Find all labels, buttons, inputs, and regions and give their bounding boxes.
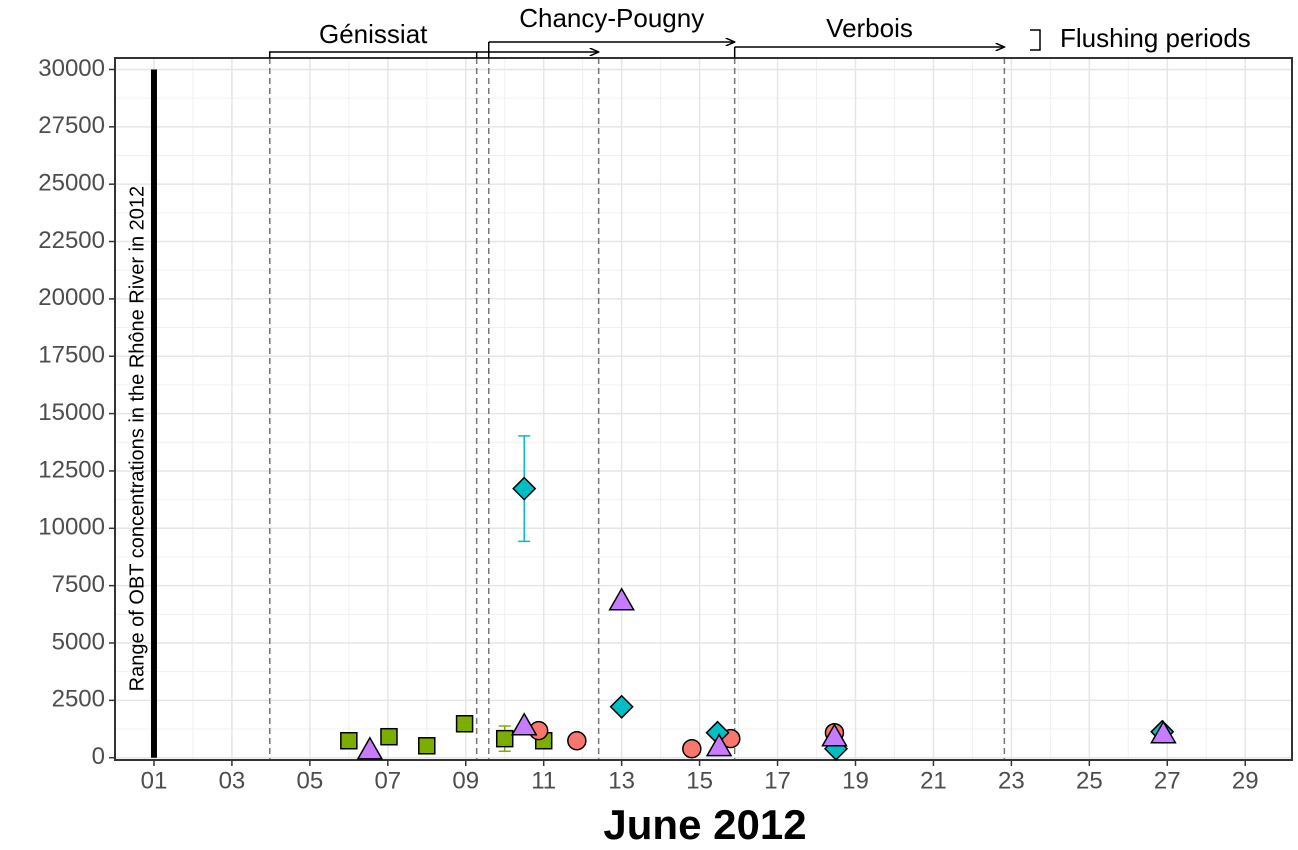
- point: [380, 727, 398, 746]
- point: [495, 729, 514, 748]
- y-tick-label: 0: [92, 743, 105, 770]
- x-tick-label: 01: [141, 767, 168, 794]
- point: [455, 715, 474, 733]
- x-tick-label: 17: [764, 767, 791, 794]
- period-label: Verbois: [826, 13, 913, 43]
- panel-border: [114, 57, 1293, 761]
- y-tick-label: 20000: [38, 284, 105, 311]
- point: [705, 733, 733, 757]
- point: [609, 694, 634, 719]
- range-annotation: Range of OBT concentrations in the Rhône…: [126, 186, 148, 692]
- y-tick-label: 22500: [38, 227, 105, 254]
- x-tick-label: 03: [219, 767, 246, 794]
- x-tick-label: 05: [297, 767, 324, 794]
- x-tick-label: 19: [842, 767, 869, 794]
- point: [340, 731, 358, 750]
- x-tick-label: 29: [1232, 767, 1259, 794]
- y-tick-label: 10000: [38, 514, 105, 541]
- point: [608, 587, 635, 611]
- y-tick-label: 27500: [38, 112, 105, 139]
- y-tick-label: 25000: [38, 170, 105, 197]
- point: [821, 723, 848, 747]
- period-label: Génissiat: [319, 19, 428, 49]
- x-tick-label: 21: [920, 767, 947, 794]
- y-tick-label: 17500: [38, 342, 105, 369]
- point: [512, 476, 537, 501]
- point: [510, 712, 538, 736]
- x-tick-label: 27: [1154, 767, 1181, 794]
- x-tick-label: 07: [374, 767, 401, 794]
- point: [682, 739, 702, 759]
- point: [1150, 720, 1177, 744]
- period-bracket: [268, 51, 478, 58]
- y-tick-label: 30000: [38, 55, 105, 82]
- legend-label: Flushing periods: [1060, 23, 1251, 53]
- point: [418, 737, 436, 755]
- x-tick-label: 13: [608, 767, 635, 794]
- point: [356, 736, 384, 760]
- period-label: Chancy-Pougny: [519, 3, 704, 33]
- y-tick-label: 2500: [52, 686, 105, 713]
- point: [567, 730, 587, 751]
- x-tick-label: 25: [1076, 767, 1103, 794]
- y-tick-label: 15000: [38, 399, 105, 426]
- x-tick-label: 11: [531, 767, 556, 794]
- x-axis-label: June 2012: [603, 801, 806, 848]
- y-tick-label: 12500: [38, 456, 105, 483]
- x-tick-label: 15: [686, 767, 713, 794]
- legend-symbol: [1030, 29, 1041, 51]
- y-tick-label: 5000: [52, 628, 105, 655]
- y-tick-label: 7500: [52, 571, 105, 598]
- x-tick-label: 23: [998, 767, 1025, 794]
- x-tick-label: 09: [452, 767, 479, 794]
